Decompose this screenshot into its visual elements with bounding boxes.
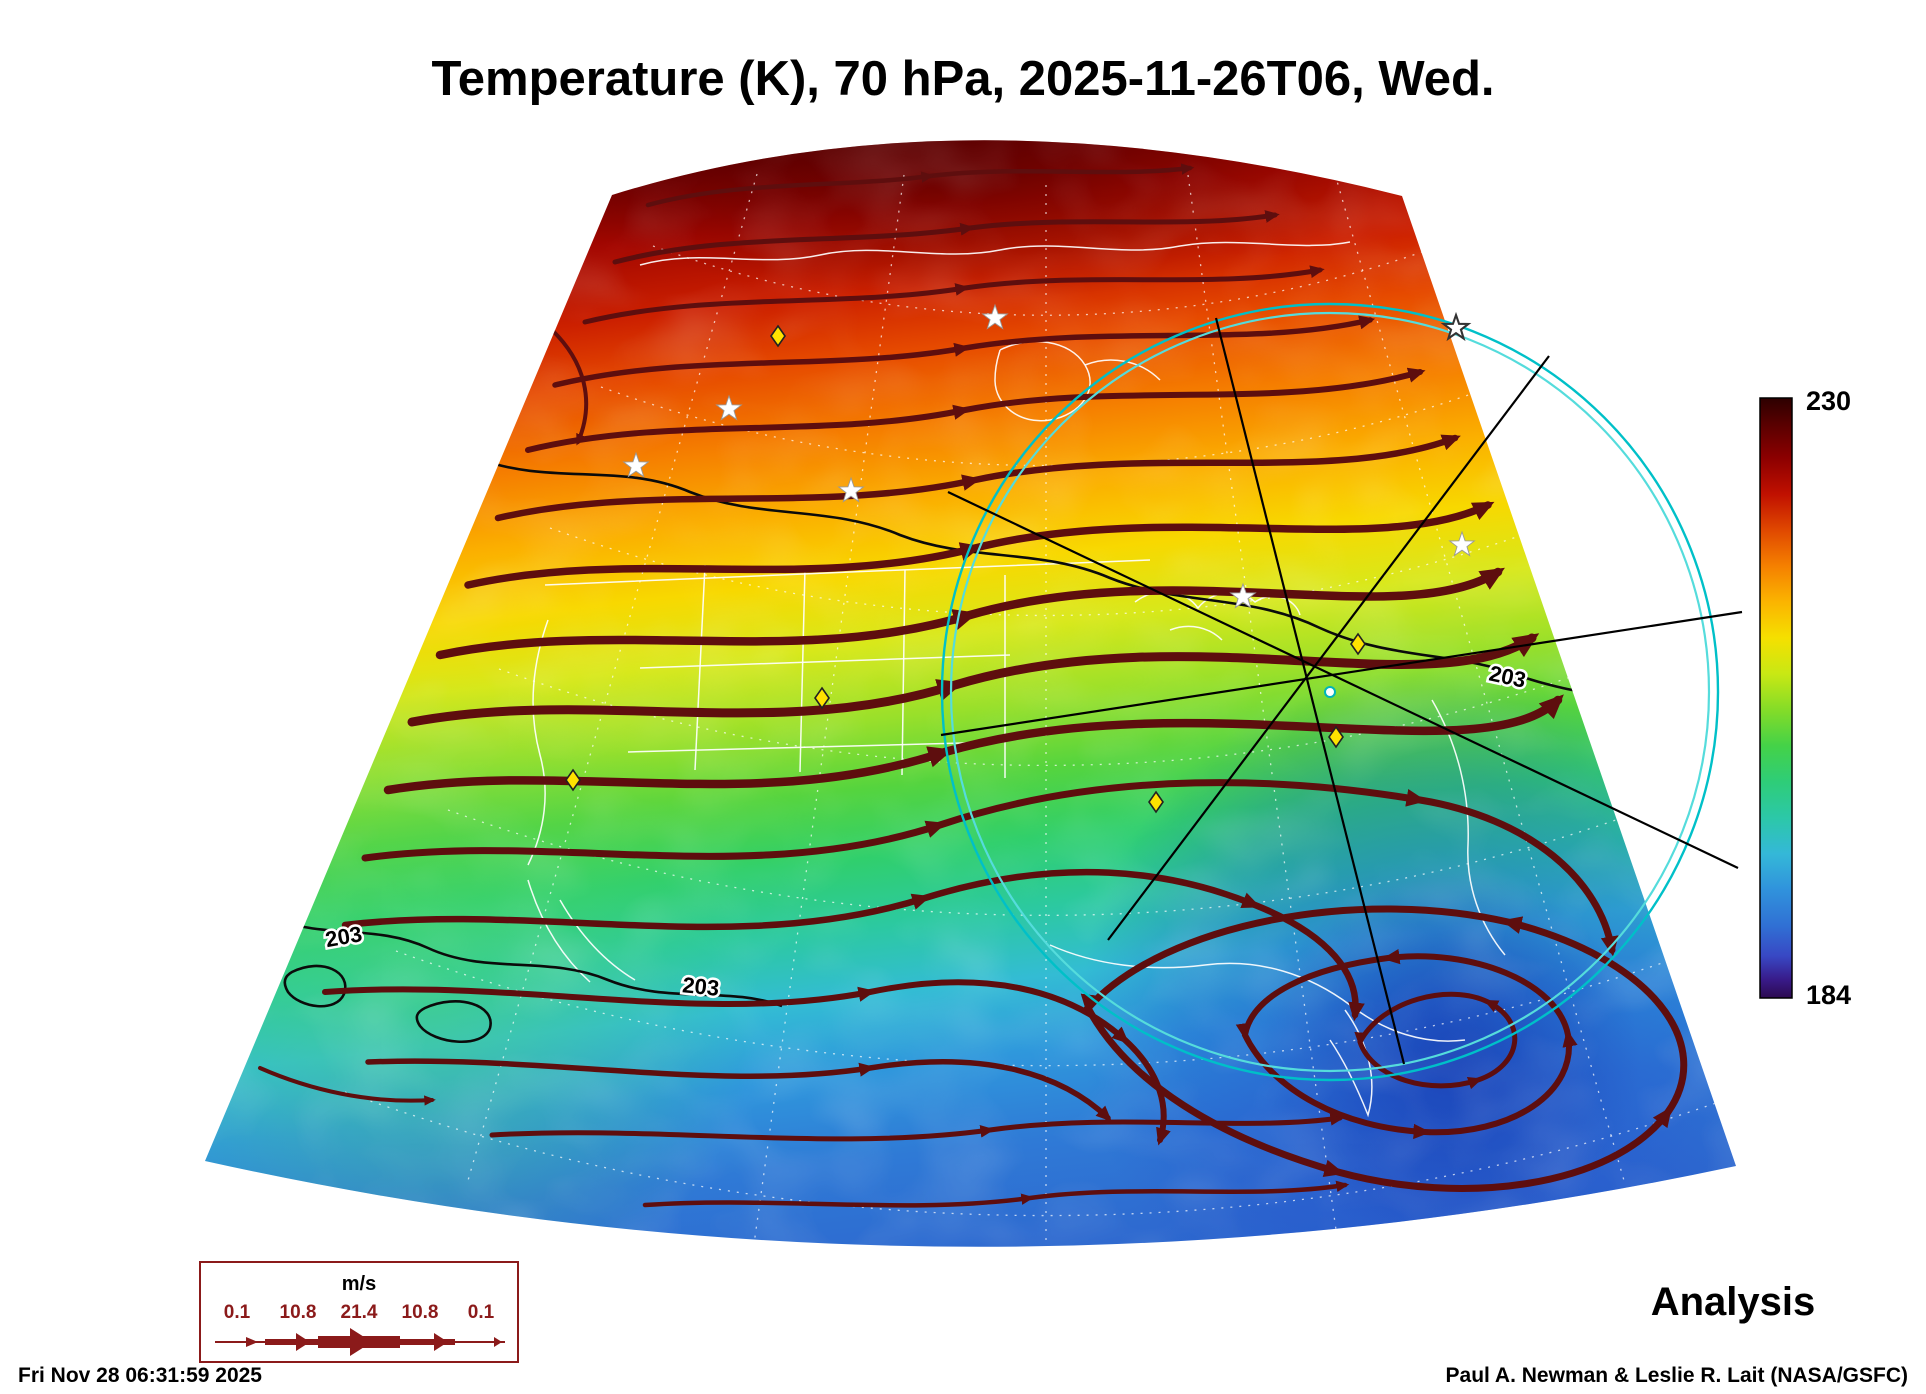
legend-units-label: m/s	[342, 1273, 376, 1295]
legend-value: 10.8	[402, 1302, 439, 1323]
overlay-lines	[940, 302, 1743, 1082]
cross-line	[947, 491, 1739, 869]
legend-value: 0.1	[224, 1302, 251, 1323]
legend-value: 0.1	[468, 1302, 495, 1323]
cross-line	[1107, 355, 1550, 941]
cross-line	[1214, 317, 1406, 1065]
page-title: Temperature (K), 70 hPa, 2025-11-26T06, …	[431, 52, 1494, 106]
field-texture	[205, 140, 1736, 1247]
circle-center-marker	[1324, 686, 1336, 698]
range-circle-outer	[940, 302, 1720, 1082]
cross-line	[940, 610, 1743, 737]
footer-credit: Paul A. Newman & Leslie R. Lait (NASA/GS…	[1446, 1364, 1908, 1387]
wind-arrow-glyph	[215, 1328, 505, 1356]
colorbar: 230 184	[1759, 386, 1851, 1010]
contour-label: 203	[681, 972, 720, 1001]
colorbar-max-label: 230	[1806, 386, 1851, 416]
range-circle-inner	[949, 311, 1711, 1073]
analysis-label: Analysis	[1651, 1280, 1816, 1324]
map-canvas: 203 203 203	[205, 140, 1736, 1247]
legend-value: 21.4	[341, 1302, 378, 1323]
colorbar-min-label: 184	[1806, 980, 1851, 1010]
footer-timestamp: Fri Nov 28 06:31:59 2025	[18, 1364, 262, 1387]
wind-scale-legend: m/s 0.1 10.8 21.4 10.8 0.1	[199, 1261, 519, 1363]
colorbar-gradient	[1759, 397, 1793, 999]
legend-value: 10.8	[280, 1302, 317, 1323]
